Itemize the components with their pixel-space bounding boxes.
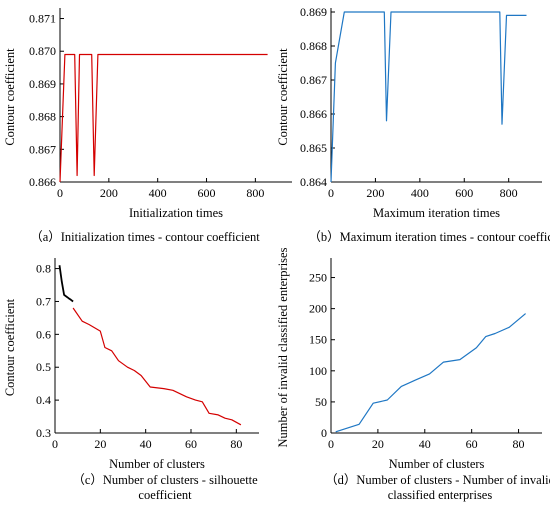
chart-c: 0 20 40 60 80 0.3 0.4 0.5 0.6 0.7 0.8 Number of clu… [3, 258, 259, 502]
y-tick-label: 0.866 [300, 107, 327, 121]
x-tick-label: 60 [466, 437, 478, 451]
y-axis-label: Number of invalid classified enterprises [276, 247, 290, 447]
x-tick-label: 400 [411, 186, 429, 200]
x-tick-label: 40 [419, 437, 431, 451]
y-tick-label: 0.865 [300, 141, 327, 155]
x-tick-label: 600 [455, 186, 473, 200]
y-tick-label: 0.6 [36, 327, 51, 341]
x-tick-label: 0 [328, 186, 334, 200]
x-tick-label: 200 [366, 186, 384, 200]
x-tick-label: 0 [57, 186, 63, 200]
y-tick-label: 0.7 [36, 294, 51, 308]
chart-caption: （d）Number of clusters - Number of invali… [325, 473, 550, 487]
x-tick-label: 800 [500, 186, 518, 200]
y-tick-label: 0.868 [29, 110, 56, 124]
y-tick-label: 0.3 [36, 426, 51, 440]
y-tick-label: 0.4 [36, 393, 51, 407]
y-tick-label: 0.5 [36, 360, 51, 374]
x-tick-label: 20 [94, 437, 106, 451]
series-line-0 [335, 313, 526, 433]
chart-b: 0 200 400 600 800 0.864 0.865 0.866 0.867 0.868 0.… [276, 5, 550, 244]
y-tick-label: 150 [309, 333, 327, 347]
y-tick-label: 0.866 [29, 175, 56, 189]
y-tick-label: 0.868 [300, 39, 327, 53]
x-tick-label: 20 [372, 437, 384, 451]
x-tick-label: 200 [100, 186, 118, 200]
y-tick-label: 100 [309, 364, 327, 378]
y-tick-label: 0.8 [36, 262, 51, 276]
chart-caption: classified enterprises [388, 488, 493, 502]
y-tick-label: 0.867 [29, 142, 56, 156]
y-tick-label: 0.870 [29, 44, 56, 58]
x-tick-label: 40 [140, 437, 152, 451]
x-tick-label: 0 [52, 437, 58, 451]
y-axis-label: Contour coefficient [276, 48, 290, 146]
x-tick-label: 600 [198, 186, 216, 200]
x-tick-label: 80 [230, 437, 242, 451]
y-axis-label: Contour coefficient [3, 298, 17, 396]
y-axis-label: Contour coefficient [3, 48, 17, 146]
chart-a: 0 200 400 600 800 0.866 0.867 0.868 0.869 0.870 0.… [3, 8, 292, 244]
chart-caption: coefficient [138, 488, 192, 502]
y-tick-label: 200 [309, 302, 327, 316]
series-line-0 [330, 11, 527, 183]
x-axis-label: Number of clusters [389, 457, 485, 471]
x-axis-label: Number of clusters [109, 457, 205, 471]
series-line-0 [59, 53, 268, 183]
y-tick-label: 50 [315, 395, 327, 409]
y-tick-label: 0.871 [29, 12, 56, 26]
series-line-0 [58, 265, 74, 303]
y-tick-label: 0 [321, 426, 327, 440]
chart-caption: （b）Maximum iteration times - contour coe… [308, 230, 550, 244]
y-tick-label: 250 [309, 271, 327, 285]
y-tick-label: 0.869 [300, 5, 327, 19]
chart-caption: （c）Number of clusters - silhouette [72, 473, 258, 487]
x-tick-label: 800 [246, 186, 264, 200]
y-tick-label: 0.869 [29, 77, 56, 91]
x-tick-label: 0 [328, 437, 334, 451]
chart-d: 0 20 40 60 80 0 50 100 150 200 250 Number of cluste… [276, 247, 550, 502]
x-tick-label: 80 [513, 437, 525, 451]
x-tick-label: 400 [149, 186, 167, 200]
chart-caption: （a）Initialization times - contour coeffi… [30, 230, 260, 244]
series-line-1 [72, 307, 242, 426]
x-tick-label: 60 [185, 437, 197, 451]
x-axis-label: Maximum iteration times [373, 206, 500, 220]
y-tick-label: 0.864 [300, 175, 327, 189]
y-tick-label: 0.867 [300, 73, 327, 87]
x-axis-label: Initialization times [129, 206, 223, 220]
